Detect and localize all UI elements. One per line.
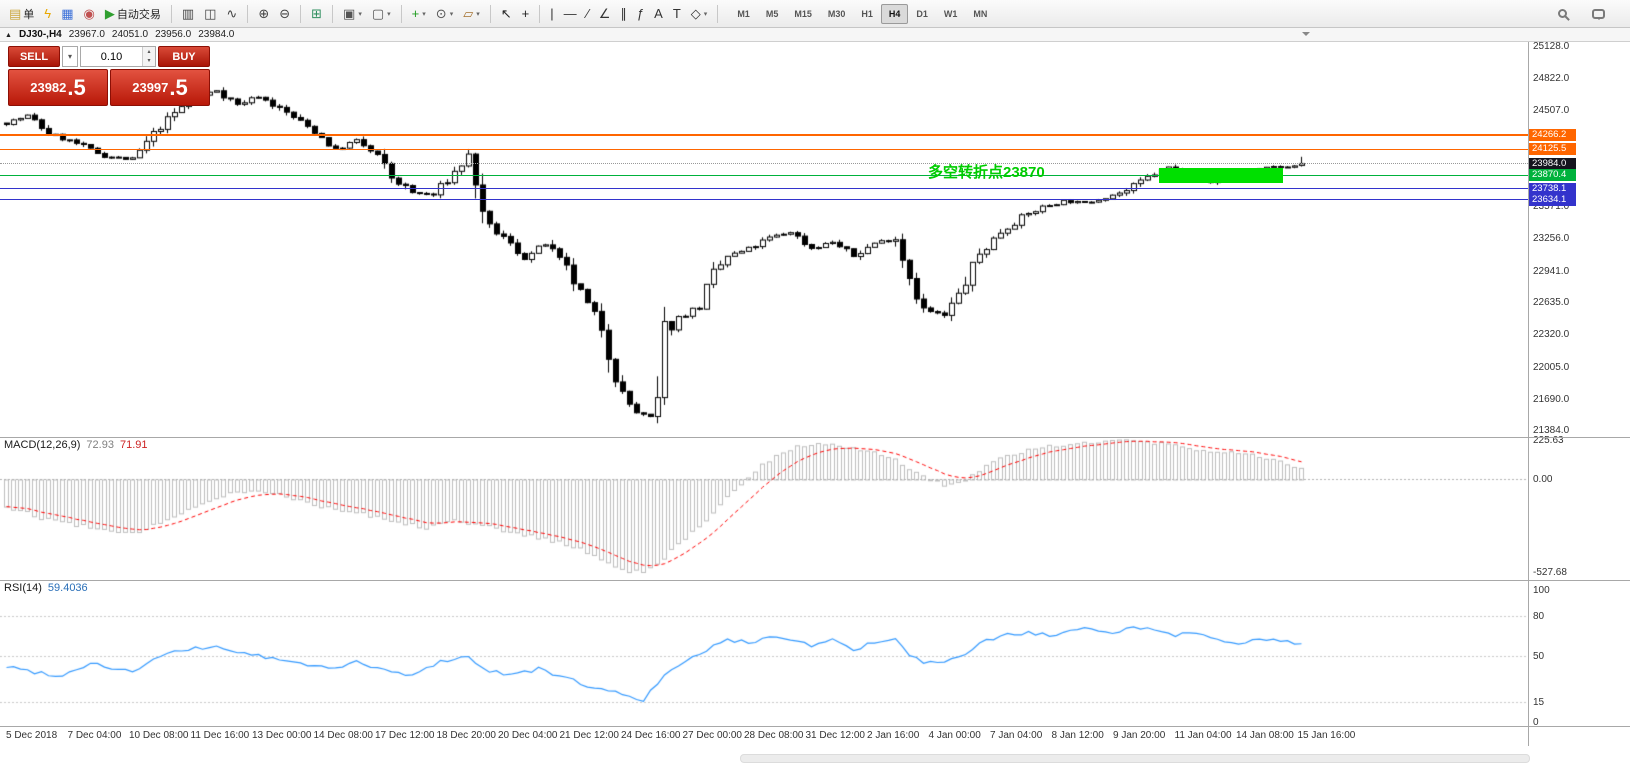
horizontal-line-icon[interactable]: —	[563, 6, 577, 21]
volume-dropdown[interactable]	[62, 46, 78, 67]
toolbar-separator	[400, 4, 402, 23]
search-icon	[1558, 9, 1567, 18]
line-chart-icon[interactable]: ∿	[226, 6, 238, 21]
buy-price-pip: .5	[169, 74, 188, 100]
sell-price-main: 23982	[30, 79, 67, 95]
chart-annotation-text[interactable]: 多空转折点23870	[928, 163, 1045, 181]
timeframe-button-m1[interactable]: M1	[737, 8, 750, 19]
quick-trade-icon[interactable]: ϟ	[44, 6, 52, 21]
toolbar-right-group	[1551, 5, 1612, 23]
horizontal-scrollbar[interactable]	[740, 754, 1530, 763]
auto-trading-button[interactable]: ▶ 自动交易	[104, 6, 161, 21]
sell-price-pip: .5	[67, 74, 86, 100]
search-icon[interactable]	[1552, 5, 1576, 23]
profiles-icon[interactable]: ▢ ▾	[371, 6, 391, 21]
new-chart-icon[interactable]: ▣ ▾	[343, 6, 362, 21]
chat-icon[interactable]	[1586, 5, 1611, 23]
rsi-value: 59.4036	[47, 582, 88, 594]
toolbar-separator	[300, 4, 302, 23]
templates-icon[interactable]: ▱ ▾	[463, 6, 480, 21]
chart-symbol-label: DJ30-,H4	[18, 29, 62, 40]
buy-button[interactable]: BUY	[158, 46, 210, 67]
toolbar-separator	[247, 4, 249, 23]
macd-value: 72.93	[86, 439, 114, 451]
channel-icon[interactable]: ∥	[620, 6, 627, 21]
rsi-title: RSI(14)	[4, 582, 42, 594]
cursor-icon[interactable]: ↖	[500, 6, 512, 21]
community-icon[interactable]: ◉	[83, 6, 95, 21]
toolbar-separator	[489, 4, 491, 23]
timeframe-button-m5[interactable]: M5	[765, 8, 779, 19]
periods-icon[interactable]: ⊙ ▾	[435, 6, 454, 21]
candlestick-chart-icon[interactable]: ◫	[204, 6, 217, 21]
chart-menu-icon[interactable]	[1302, 32, 1310, 40]
bar-chart-icon[interactable]: ▥	[181, 6, 195, 21]
vertical-line-icon[interactable]: |	[550, 6, 554, 21]
toolbar-separator	[332, 4, 334, 23]
timeframe-button-mn[interactable]: MN	[973, 8, 988, 19]
chart-titlebar: DJ30-,H4 23967.0 24051.0 23956.0 23984.0	[0, 28, 1630, 42]
macd-header: MACD(12,26,9) 72.93 71.91	[4, 439, 147, 451]
timeframe-button-m15[interactable]: M15	[794, 8, 812, 19]
volume-stepper	[142, 47, 155, 66]
timeframe-button-d1[interactable]: D1	[916, 8, 928, 19]
sell-price-display[interactable]: 23982.5	[8, 69, 108, 106]
timeframe-button-w1[interactable]: W1	[943, 8, 958, 19]
buy-price-main: 23997	[132, 79, 169, 95]
main-toolbar: ▤ 单 ϟ ▦ ◉ ▶ 自动交易 ▥ ◫ ∿ ⊕ ⊖ ⊞ ▣ ▾ ▢ ▾ + ▾ ⊙ ▾ ▱ ▾ ↖ + | — ∕ ∠ ∥ ƒ A T ◇ ▾ M1…	[0, 0, 1630, 28]
panel-separator-macd[interactable]	[0, 437, 1630, 438]
zoom-out-icon[interactable]: ⊖	[279, 6, 291, 21]
toolbar-separator	[717, 4, 719, 23]
toolbar-separator	[170, 4, 172, 23]
market-watch-icon[interactable]: ▦	[61, 6, 74, 21]
one-click-trading-panel: SELL BUY 23982.5 23997.5	[8, 46, 210, 106]
toolbar-separator	[539, 4, 541, 23]
timeframe-button-m30[interactable]: M30	[827, 8, 846, 19]
text-icon[interactable]: A	[654, 6, 663, 21]
indicators-icon[interactable]: + ▾	[411, 6, 426, 21]
ohlc-close: 23984.0	[198, 29, 235, 40]
highlight-rectangle[interactable]	[1159, 167, 1283, 183]
timeframe-group: M1 M5 M15 M30 H1 H4 D1 W1 MN	[729, 3, 995, 24]
ohlc-low: 23956.0	[155, 29, 192, 40]
trendline-icon[interactable]: ∕	[586, 6, 589, 21]
crosshair-icon[interactable]: +	[521, 6, 530, 21]
price-axis-separator	[1528, 42, 1529, 746]
shapes-icon[interactable]: ◇ ▾	[690, 6, 708, 21]
ohlc-high: 24051.0	[111, 29, 149, 40]
angle-icon[interactable]: ∠	[598, 6, 611, 21]
buy-price-display[interactable]: 23997.5	[110, 69, 210, 106]
fibonacci-icon[interactable]: ƒ	[636, 6, 645, 21]
label-icon[interactable]: T	[672, 6, 681, 21]
time-axis-separator	[0, 726, 1630, 727]
timeframe-button-h4[interactable]: H4	[880, 3, 909, 24]
ohlc-open: 23967.0	[68, 29, 105, 40]
zoom-in-icon[interactable]: ⊕	[258, 6, 270, 21]
symbol-triangle-icon	[5, 29, 12, 40]
volume-field	[80, 46, 156, 67]
new-order-button[interactable]: ▤ 单	[9, 6, 35, 21]
volume-decrease-icon[interactable]	[143, 56, 155, 66]
volume-increase-icon[interactable]	[143, 47, 155, 57]
macd-signal-value: 71.91	[119, 439, 148, 451]
volume-input[interactable]	[81, 47, 142, 66]
sell-button[interactable]: SELL	[8, 46, 60, 67]
rsi-header: RSI(14) 59.4036	[4, 582, 88, 594]
macd-title: MACD(12,26,9)	[4, 439, 81, 451]
panel-separator-rsi[interactable]	[0, 580, 1630, 581]
timeframe-button-h1[interactable]: H1	[861, 8, 873, 19]
chat-icon	[1592, 8, 1605, 20]
tile-windows-icon[interactable]: ⊞	[311, 6, 323, 21]
